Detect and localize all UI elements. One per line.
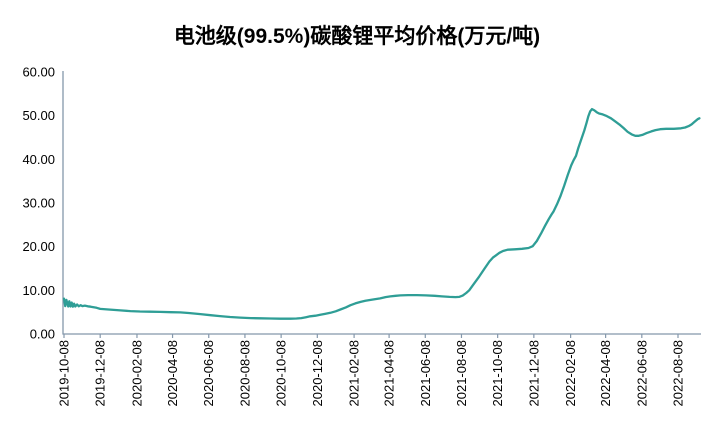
x-axis-date-label: 2020-04-08	[165, 340, 180, 407]
x-axis-date-label: 2021-02-08	[347, 340, 362, 407]
x-axis-date-label: 2020-12-08	[310, 340, 325, 407]
y-axis-tick-label: 20.00	[22, 239, 55, 254]
x-axis-date-label: 2022-08-08	[671, 340, 686, 407]
x-axis-date-label: 2019-12-08	[93, 340, 108, 407]
y-axis-tick-label: 30.00	[22, 196, 55, 211]
x-axis-date-label: 2020-10-08	[274, 340, 289, 407]
chart-title: 电池级(99.5%)碳酸锂平均价格(万元/吨)	[173, 25, 541, 48]
x-axis-date-label: 2022-02-08	[563, 340, 578, 407]
x-axis-date-label: 2021-06-08	[418, 340, 433, 407]
x-axis-date-label: 2021-04-08	[382, 340, 397, 407]
y-axis-tick-label: 40.00	[22, 152, 55, 167]
x-axis-date-label: 2022-04-08	[598, 340, 613, 407]
y-axis-tick-label: 50.00	[22, 108, 55, 123]
x-axis-date-label: 2021-10-08	[490, 340, 505, 407]
axis-lines	[62, 71, 701, 335]
y-axis-tick-label: 10.00	[22, 283, 55, 298]
x-axis-date-label: 2020-08-08	[237, 340, 252, 407]
x-axis-date-label: 2021-12-08	[526, 340, 541, 407]
x-axis-date-label: 2020-06-08	[201, 340, 216, 407]
x-axis-date-label: 2021-08-08	[454, 340, 469, 407]
y-axis-tick-label: 60.00	[22, 65, 55, 80]
x-axis-date-label: 2019-10-08	[57, 340, 72, 407]
price-series-line	[62, 107, 701, 320]
x-axis-date-label: 2022-06-08	[634, 340, 649, 407]
y-axis-tick-label: 0.00	[30, 327, 55, 342]
x-axis-date-label: 2020-02-08	[129, 340, 144, 407]
